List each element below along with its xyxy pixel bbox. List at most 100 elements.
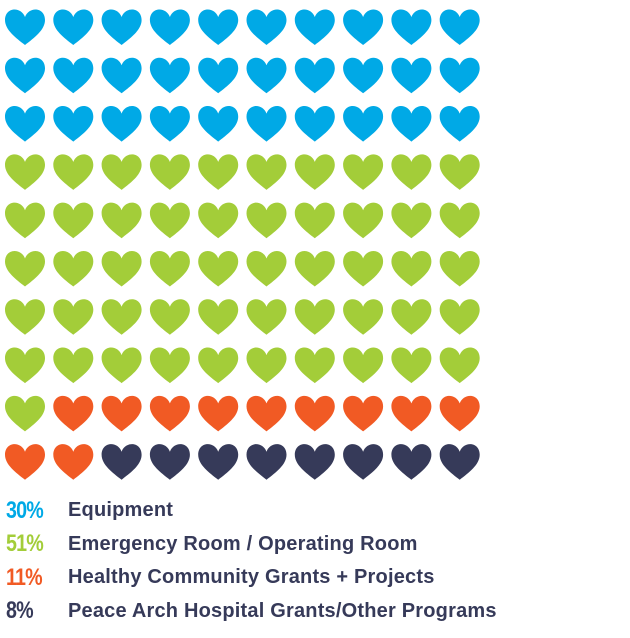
heart-icon xyxy=(294,250,335,287)
heart-icon xyxy=(101,57,142,94)
heart-icon xyxy=(246,57,287,94)
heart-icon xyxy=(5,395,45,432)
heart-icon xyxy=(101,250,142,287)
heart-icon xyxy=(198,9,239,45)
legend-item-equipment: 30% Equipment xyxy=(6,494,606,528)
heart-icon xyxy=(439,299,480,335)
heart-icon xyxy=(198,299,239,335)
heart-icon xyxy=(101,299,142,335)
heart-icon xyxy=(149,299,190,335)
heart-icon xyxy=(246,395,287,432)
legend: 30% Equipment 51% Emergency Room / Opera… xyxy=(6,494,606,628)
heart-icon xyxy=(149,106,190,142)
heart-icon xyxy=(198,202,239,239)
heart-icon xyxy=(294,202,335,239)
heart-icon xyxy=(439,106,480,142)
heart-icon xyxy=(246,106,287,142)
heart-icon xyxy=(343,250,384,287)
heart-icon xyxy=(5,154,45,190)
heart-icon xyxy=(439,9,480,45)
heart-icon xyxy=(391,202,432,239)
heart-icon xyxy=(343,299,384,335)
heart-icon xyxy=(294,395,335,432)
heart-icon xyxy=(391,154,432,190)
heart-icon xyxy=(343,106,384,142)
heart-icon xyxy=(53,347,94,384)
heart-icon xyxy=(101,154,142,190)
heart-icon xyxy=(198,106,239,142)
legend-label: Healthy Community Grants + Projects xyxy=(68,566,435,589)
heart-icon xyxy=(439,57,480,94)
heart-icon xyxy=(198,250,239,287)
heart-icon xyxy=(439,347,480,384)
heart-icon xyxy=(294,154,335,190)
heart-icon xyxy=(439,250,480,287)
heart-icon xyxy=(53,57,94,94)
heart-icon xyxy=(246,444,287,480)
heart-icon xyxy=(101,444,142,480)
heart-icon xyxy=(343,154,384,190)
legend-percent: 30% xyxy=(6,496,44,524)
heart-icon xyxy=(246,250,287,287)
heart-icon xyxy=(149,9,190,45)
heart-icon xyxy=(391,106,432,142)
heart-icon xyxy=(149,444,190,480)
heart-icon xyxy=(246,154,287,190)
heart-icon xyxy=(294,347,335,384)
heart-icon xyxy=(101,9,142,45)
heart-icon xyxy=(198,444,239,480)
legend-item-healthy-community: 11% Healthy Community Grants + Projects xyxy=(6,561,606,595)
heart-icon xyxy=(53,106,94,142)
waffle-chart xyxy=(5,9,480,480)
heart-icon xyxy=(198,395,239,432)
heart-icon xyxy=(149,202,190,239)
heart-icon xyxy=(101,347,142,384)
heart-icon xyxy=(246,202,287,239)
heart-icon xyxy=(343,202,384,239)
heart-icon xyxy=(149,395,190,432)
heart-icon xyxy=(149,347,190,384)
heart-icon xyxy=(246,299,287,335)
heart-icon xyxy=(391,395,432,432)
heart-icon xyxy=(391,9,432,45)
heart-icon xyxy=(198,57,239,94)
heart-icon xyxy=(5,444,45,480)
legend-percent: 51% xyxy=(6,530,44,558)
heart-icon xyxy=(5,57,45,94)
legend-label: Equipment xyxy=(68,499,174,522)
heart-icon xyxy=(391,57,432,94)
legend-label: Peace Arch Hospital Grants/Other Program… xyxy=(68,599,497,622)
legend-item-emergency-room: 51% Emergency Room / Operating Room xyxy=(6,528,606,562)
heart-icon xyxy=(439,154,480,190)
heart-icon xyxy=(391,444,432,480)
heart-icon xyxy=(101,395,142,432)
heart-icon xyxy=(101,202,142,239)
legend-percent: 11% xyxy=(6,563,43,591)
heart-icon xyxy=(294,57,335,94)
legend-percent: 8% xyxy=(6,597,34,625)
heart-icon xyxy=(439,202,480,239)
heart-icon xyxy=(5,9,45,45)
heart-icon xyxy=(53,395,94,432)
legend-label: Emergency Room / Operating Room xyxy=(68,532,418,555)
heart-icon xyxy=(391,250,432,287)
heart-icon xyxy=(343,57,384,94)
heart-icon xyxy=(294,444,335,480)
heart-icon xyxy=(294,106,335,142)
heart-icon xyxy=(246,9,287,45)
heart-icon xyxy=(294,9,335,45)
heart-icon xyxy=(246,347,287,384)
heart-icon xyxy=(343,9,384,45)
heart-icon xyxy=(391,299,432,335)
heart-icon xyxy=(343,347,384,384)
heart-icon xyxy=(149,250,190,287)
heart-icon xyxy=(5,299,45,335)
heart-icon xyxy=(294,299,335,335)
heart-icon xyxy=(343,444,384,480)
heart-icon xyxy=(5,347,45,384)
heart-icon xyxy=(53,154,94,190)
heart-icon xyxy=(5,106,45,142)
heart-icon xyxy=(198,347,239,384)
heart-icon xyxy=(343,395,384,432)
heart-icon xyxy=(53,202,94,239)
